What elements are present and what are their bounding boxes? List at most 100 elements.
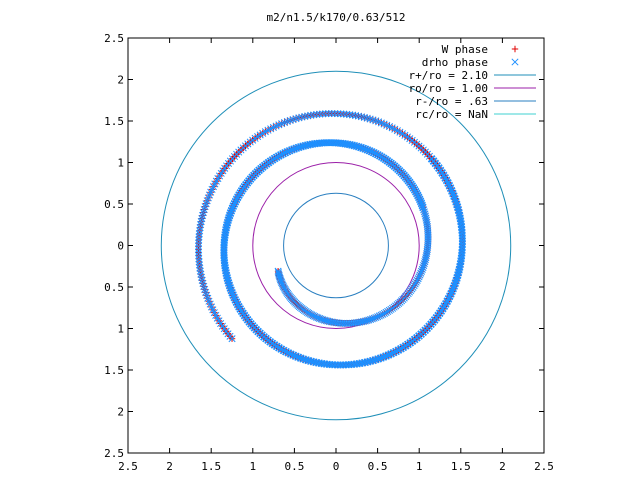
drho-phase-point: [316, 110, 324, 118]
drho-phase-point: [331, 361, 340, 369]
drho-phase-point: [304, 112, 312, 120]
y-tick-label: 0: [117, 240, 124, 253]
drho-phase-point: [226, 212, 234, 220]
drho-phase-point: [458, 237, 466, 245]
legend-entry-label: ro/ro = 1.00: [409, 82, 488, 95]
drho-phase-point: [325, 110, 333, 118]
drho-phase-point: [294, 353, 303, 361]
drho-phase-point: [307, 111, 315, 119]
drho-phase-point: [337, 110, 345, 118]
drho-phase-point: [375, 312, 383, 320]
drho-phase-point: [458, 225, 466, 233]
drho-phase-point: [417, 199, 425, 207]
legend-entry-label: drho phase: [422, 56, 488, 69]
drho-phase-point: [296, 143, 305, 151]
drho-phase-point: [313, 110, 321, 119]
drho-phase-point: [359, 359, 367, 367]
drho-phase-point: [272, 153, 280, 161]
drho-phase-point: [194, 245, 203, 253]
chart-title: m2/n1.5/k170/0.63/512: [266, 11, 405, 24]
drho-phase-point: [303, 141, 312, 149]
drho-phase-point: [458, 234, 466, 242]
drho-phase-point: [379, 310, 387, 318]
drho-phase-point: [227, 287, 235, 295]
reference-circle: [252, 162, 420, 329]
drho-phase-point: [319, 110, 327, 118]
drho-phase-point: [415, 273, 423, 281]
drho-phase-point: [228, 289, 236, 297]
drho-phase-point: [354, 112, 363, 120]
drho-phase-point: [361, 358, 369, 366]
drho-phase-point: [380, 309, 388, 317]
drho-phase-point: [365, 147, 373, 155]
drho-phase-point: [224, 277, 232, 285]
reference-circle: [160, 70, 512, 421]
drho-phase-point: [416, 197, 425, 205]
drho-phase-point: [456, 211, 464, 219]
drho-phase-point: [299, 142, 307, 150]
drho-phase-point: [364, 358, 372, 366]
drho-phase-point: [195, 258, 203, 266]
drho-phase-point: [230, 294, 238, 302]
drho-phase-point: [379, 154, 387, 162]
axis-ticks: 2.5 2 1.5 1 0.5 0 0.5 1 1.5 2 2.52.521.510.500.511…: [104, 32, 554, 473]
drho-phase-point: [231, 296, 239, 304]
drho-phase-point: [195, 233, 203, 241]
drho-phase-point: [458, 228, 466, 236]
x-tick-label: 1: [249, 460, 256, 473]
drho-phase-point: [346, 111, 354, 119]
drho-phase-point: [292, 352, 300, 360]
drho-phase-point: [457, 257, 465, 265]
drho-phase-point: [458, 248, 466, 256]
drho-phase-point: [274, 267, 282, 275]
drho-phase-point: [195, 239, 203, 247]
drho-phase-point: [456, 260, 465, 268]
drho-phase-point: [234, 193, 242, 202]
drho-phase-point: [236, 189, 244, 197]
drho-phase-point: [418, 201, 426, 209]
drho-phase-point: [412, 187, 420, 195]
drho-phase-point: [352, 142, 360, 150]
drho-phase-point: [290, 351, 298, 359]
drho-phase-point: [230, 200, 238, 208]
drho-phase-point: [354, 143, 363, 151]
drho-phase-point: [421, 212, 430, 220]
drho-phase-point: [195, 230, 203, 238]
y-tick-label: 1: [117, 323, 124, 336]
drho-phase-point: [457, 217, 465, 225]
drho-phase-point: [375, 355, 383, 363]
drho-phase-point: [229, 291, 237, 300]
drho-phase-point: [342, 361, 350, 369]
drho-phase-point: [232, 196, 240, 204]
drho-phase-point: [423, 218, 431, 226]
drho-phase-point: [457, 254, 465, 262]
drho-phase-point: [281, 149, 289, 157]
drho-phase-point: [195, 255, 203, 263]
drho-phase-point: [305, 357, 313, 365]
y-tick-label: 2: [117, 406, 124, 419]
drho-phase-point: [196, 224, 204, 232]
drho-phase-point: [458, 251, 466, 259]
drho-phase-point: [350, 142, 358, 150]
y-tick-label: 0.5: [104, 281, 124, 294]
drho-phase-point: [416, 195, 424, 203]
drho-phase-point: [421, 210, 429, 218]
drho-phase-point: [414, 275, 422, 283]
y-tick-label: 0.5: [104, 198, 124, 211]
drho-phase-point: [231, 198, 239, 206]
drho-phase-point: [220, 246, 228, 255]
x-tick-label: 1.5: [201, 460, 221, 473]
drho-phase-point: [340, 361, 348, 369]
drho-phase-point: [417, 267, 426, 275]
drho-phase-point: [334, 361, 342, 369]
drho-phase-point: [300, 355, 308, 363]
drho-phase-point: [420, 206, 428, 214]
drho-phase-point: [458, 243, 466, 251]
drho-phase-point: [416, 271, 424, 279]
drho-phase-point: [287, 146, 296, 154]
x-tick-label: 0.5: [368, 460, 388, 473]
drho-phase-point: [412, 278, 420, 286]
drho-phase-point: [363, 146, 371, 154]
drho-phase-point: [456, 262, 464, 270]
